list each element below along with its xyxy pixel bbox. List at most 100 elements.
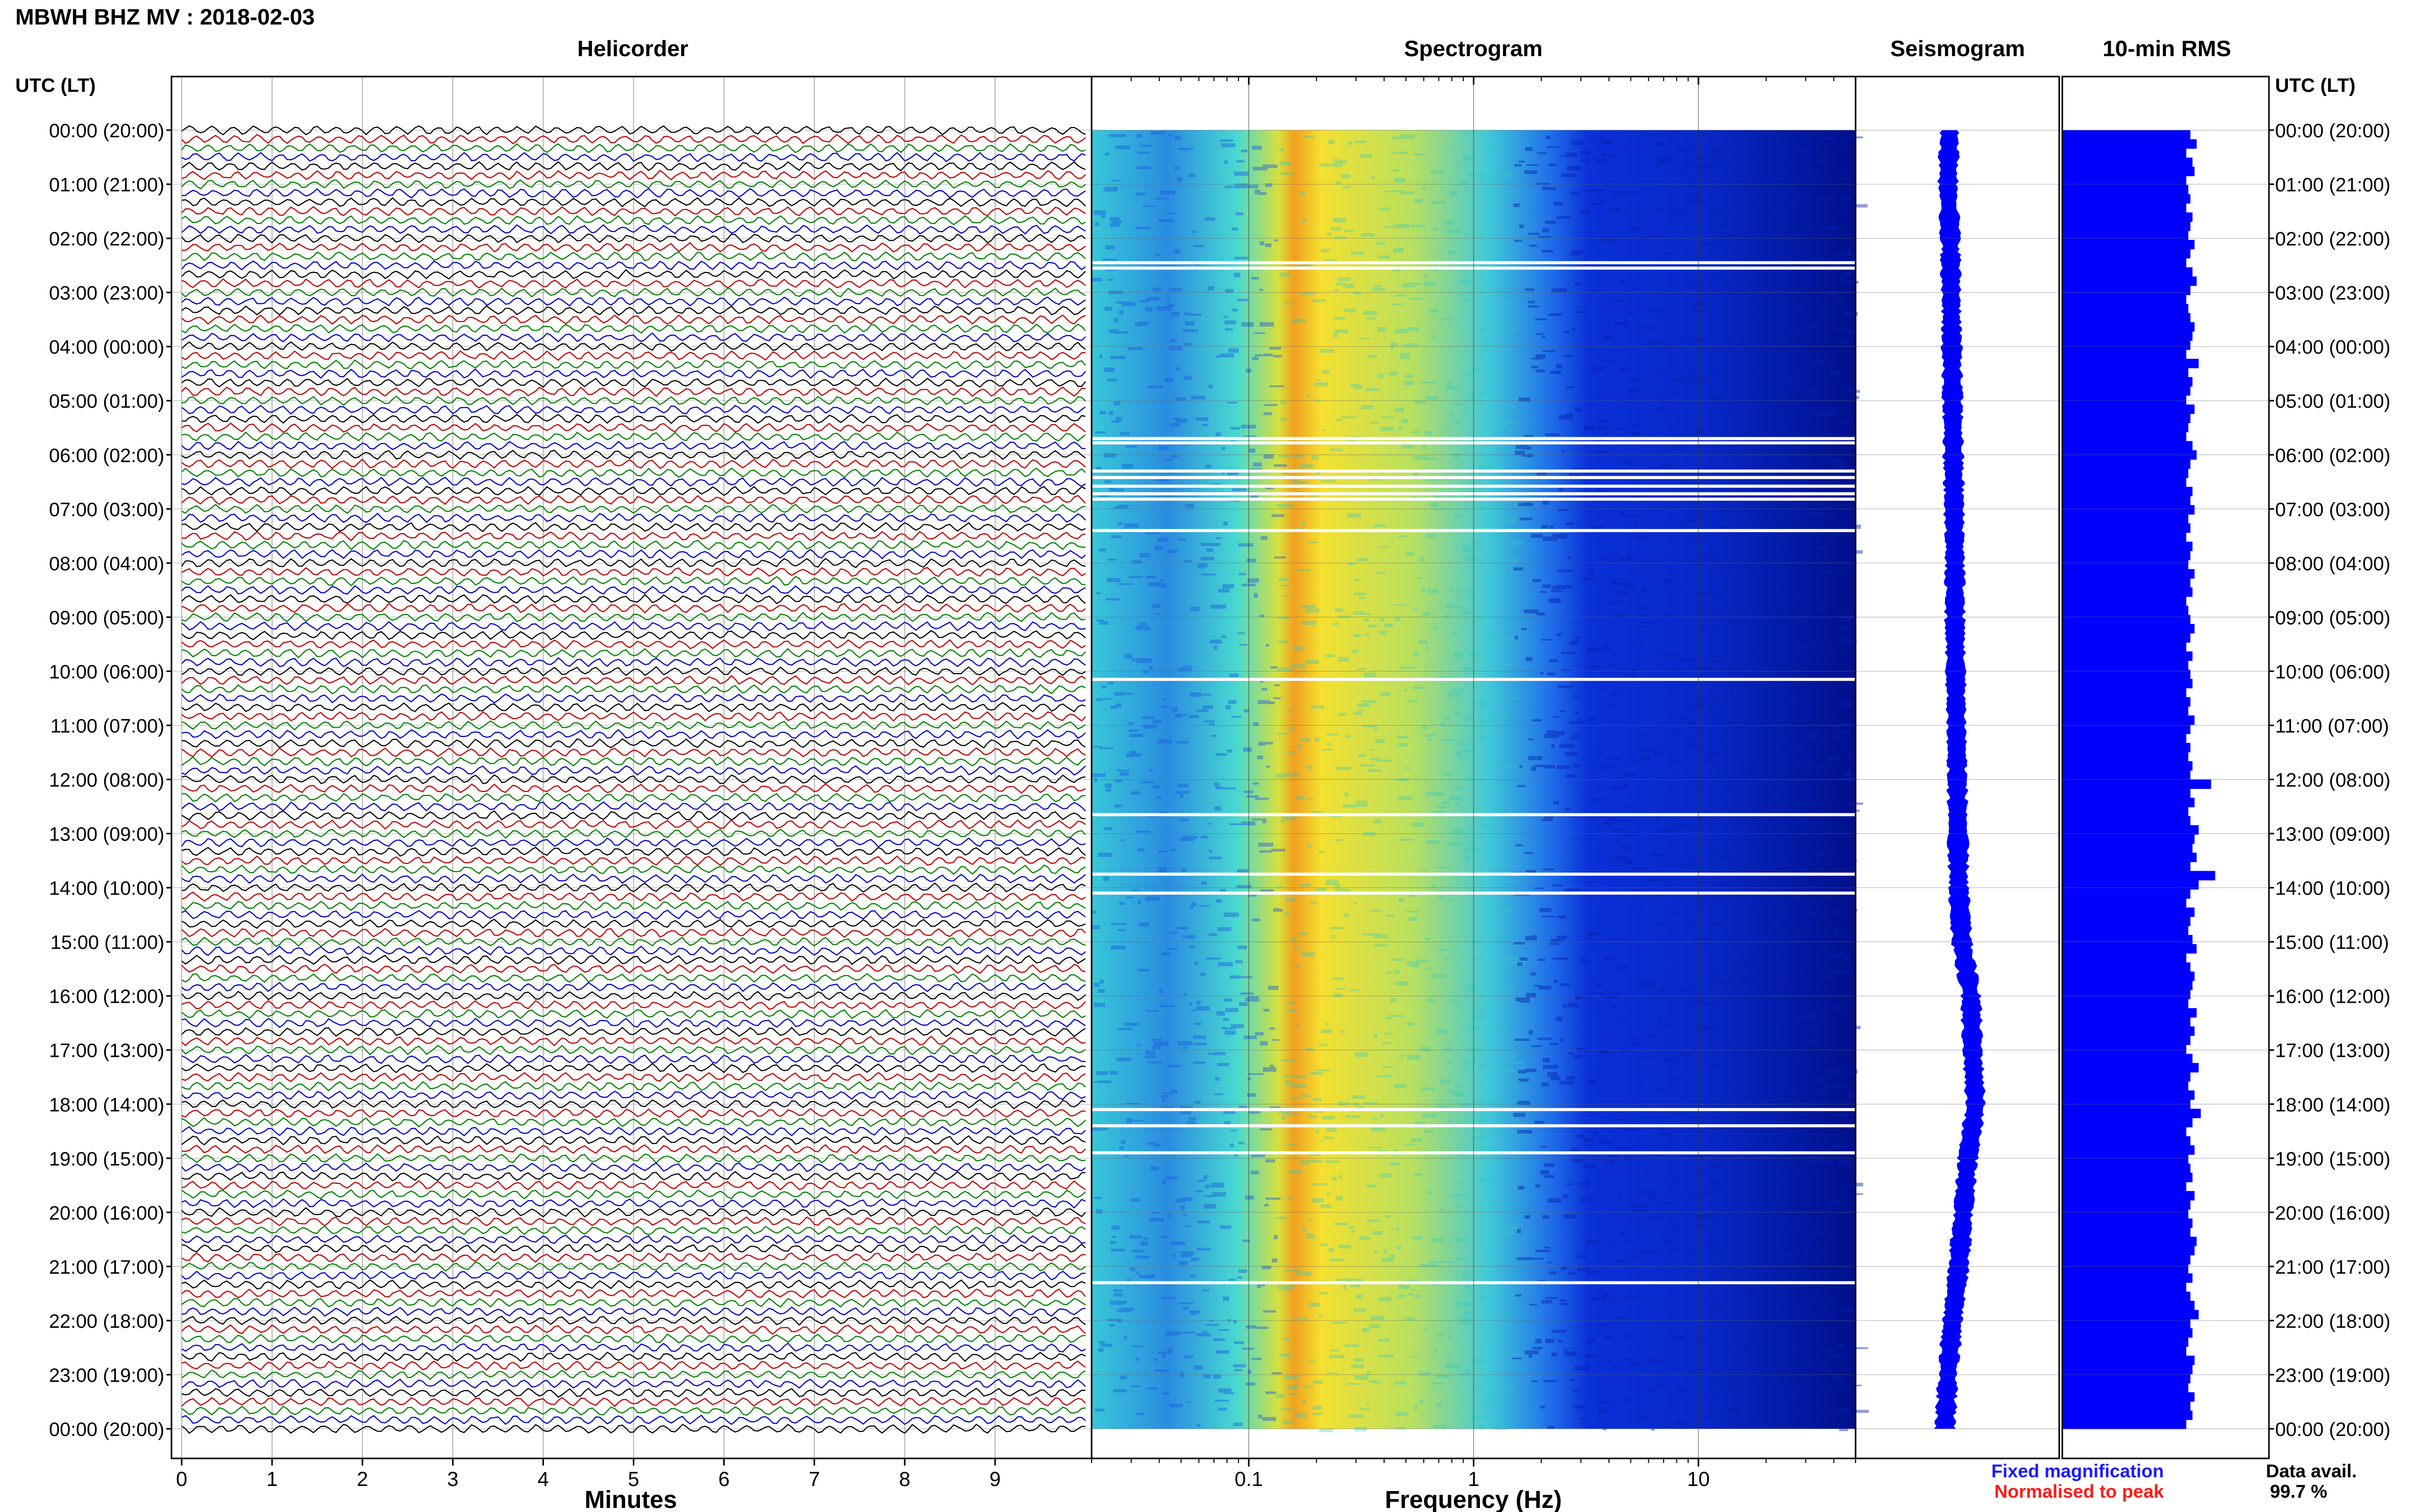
rms-bar <box>2062 843 2193 853</box>
frequency-tick-label: 1 <box>1468 1468 1479 1491</box>
rms-bar <box>2062 551 2191 560</box>
rms-bar <box>2062 231 2188 240</box>
rms-bar <box>2062 194 2191 204</box>
rms-bar <box>2062 670 2191 679</box>
rms-bar <box>2062 258 2186 268</box>
minute-tick-label: 3 <box>447 1468 458 1491</box>
time-tick-left: 00:00 (20:00) <box>49 120 164 142</box>
rms-bar <box>2062 761 2193 771</box>
time-tick-right: 11:00 (07:00) <box>2275 715 2389 737</box>
seismogram-frame <box>1855 76 2060 1459</box>
minute-tick-label: 8 <box>899 1468 910 1491</box>
time-tick-left: 13:00 (09:00) <box>49 824 164 846</box>
rms-bar <box>2062 377 2193 387</box>
rms-bar <box>2062 459 2191 469</box>
time-tick-right: 12:00 (08:00) <box>2275 770 2390 791</box>
x-label-minutes: Minutes <box>584 1486 677 1512</box>
time-tick-left: 20:00 (16:00) <box>49 1203 164 1224</box>
rms-bar <box>2062 1154 2188 1164</box>
rms-bar <box>2062 1218 2193 1228</box>
rms-bar <box>2062 478 2186 487</box>
minute-tick-label: 6 <box>718 1468 729 1491</box>
minute-tick-label: 4 <box>537 1468 549 1491</box>
rms-bar <box>2062 294 2186 305</box>
rms-bar <box>2062 889 2191 899</box>
rms-bar <box>2062 1420 2186 1429</box>
rms-bar <box>2062 597 2186 606</box>
time-tick-left: 19:00 (15:00) <box>49 1149 164 1170</box>
rms-bar <box>2062 688 2186 698</box>
rms-bar <box>2062 166 2195 177</box>
time-tick-right: 03:00 (23:00) <box>2275 283 2390 304</box>
rms-bar <box>2062 1136 2191 1146</box>
rms-bar <box>2062 1401 2191 1411</box>
rms-bar <box>2062 432 2186 441</box>
rms-bar <box>2062 331 2193 341</box>
rms-bar <box>2062 980 2193 990</box>
rms-bar <box>2062 1173 2193 1182</box>
rms-bar <box>2062 944 2197 954</box>
rms-bar <box>2062 340 2191 350</box>
rms-bar <box>2062 1145 2195 1155</box>
time-gridlines <box>171 130 2269 1429</box>
time-tick-left: 14:00 (10:00) <box>49 878 164 900</box>
rms-bar <box>2062 798 2195 807</box>
rms-bar <box>2062 614 2191 625</box>
time-tick-left: 04:00 (00:00) <box>49 337 164 358</box>
rms-bar <box>2062 816 2191 826</box>
rms-bar <box>2062 706 2188 716</box>
page-title: MBWH BHZ MV : 2018-02-03 <box>15 5 315 30</box>
rms-bar <box>2062 313 2191 323</box>
rms-bar <box>2062 505 2195 515</box>
time-tick-left: 06:00 (02:00) <box>49 445 164 466</box>
rms-panel <box>2062 130 2215 1429</box>
rms-bar <box>2062 176 2186 186</box>
rms-bar <box>2062 359 2199 368</box>
rms-bar <box>2062 514 2188 524</box>
rms-bar <box>2062 852 2197 862</box>
rms-bar <box>2062 1182 2186 1192</box>
rms-bar <box>2062 1118 2193 1128</box>
time-tick-left: 11:00 (07:00) <box>51 715 164 737</box>
rms-bar <box>2062 752 2188 762</box>
time-tick-left: 12:00 (08:00) <box>49 770 164 791</box>
rms-bar <box>2062 605 2188 615</box>
rms-bar <box>2062 898 2186 908</box>
rms-bar <box>2062 441 2193 451</box>
time-tick-left: 22:00 (18:00) <box>49 1311 164 1332</box>
rms-bar <box>2062 148 2186 158</box>
rms-bar <box>2062 1008 2197 1018</box>
time-tick-right: 05:00 (01:00) <box>2275 391 2390 412</box>
rms-bar <box>2062 322 2195 332</box>
rms-bar <box>2062 651 2193 661</box>
time-tick-left: 17:00 (13:00) <box>49 1040 164 1062</box>
rms-bar <box>2062 285 2191 295</box>
rms-bar <box>2062 834 2195 844</box>
rms-bar <box>2062 1310 2199 1320</box>
rms-bar <box>2062 1163 2191 1173</box>
time-tick-left: 15:00 (11:00) <box>51 932 164 954</box>
rms-bar <box>2062 203 2186 213</box>
time-tick-left: 00:00 (20:00) <box>49 1419 164 1441</box>
rms-bar <box>2062 871 2215 881</box>
rms-bar <box>2062 1337 2188 1347</box>
rms-bar <box>2062 724 2191 734</box>
rms-bar <box>2062 240 2195 250</box>
rms-bar <box>2062 926 2188 935</box>
rms-frame <box>2061 76 2270 1459</box>
rms-bar <box>2062 350 2186 359</box>
rms-bar <box>2062 185 2188 195</box>
rms-bar <box>2062 468 2188 478</box>
spectrogram-texture-high <box>1512 131 1869 1431</box>
rms-bar <box>2062 1108 2201 1119</box>
rms-bar <box>2062 139 2197 149</box>
rms-bar <box>2062 697 2191 707</box>
rms-bar <box>2062 1081 2188 1091</box>
time-tick-left: 05:00 (01:00) <box>49 391 164 412</box>
time-tick-left: 08:00 (04:00) <box>49 553 164 575</box>
rms-bar <box>2062 1236 2197 1247</box>
left-axis-header: UTC (LT) <box>15 75 96 96</box>
right-axis-header: UTC (LT) <box>2275 75 2356 96</box>
time-tick-right: 18:00 (14:00) <box>2275 1095 2390 1116</box>
rms-bar <box>2062 1063 2199 1073</box>
